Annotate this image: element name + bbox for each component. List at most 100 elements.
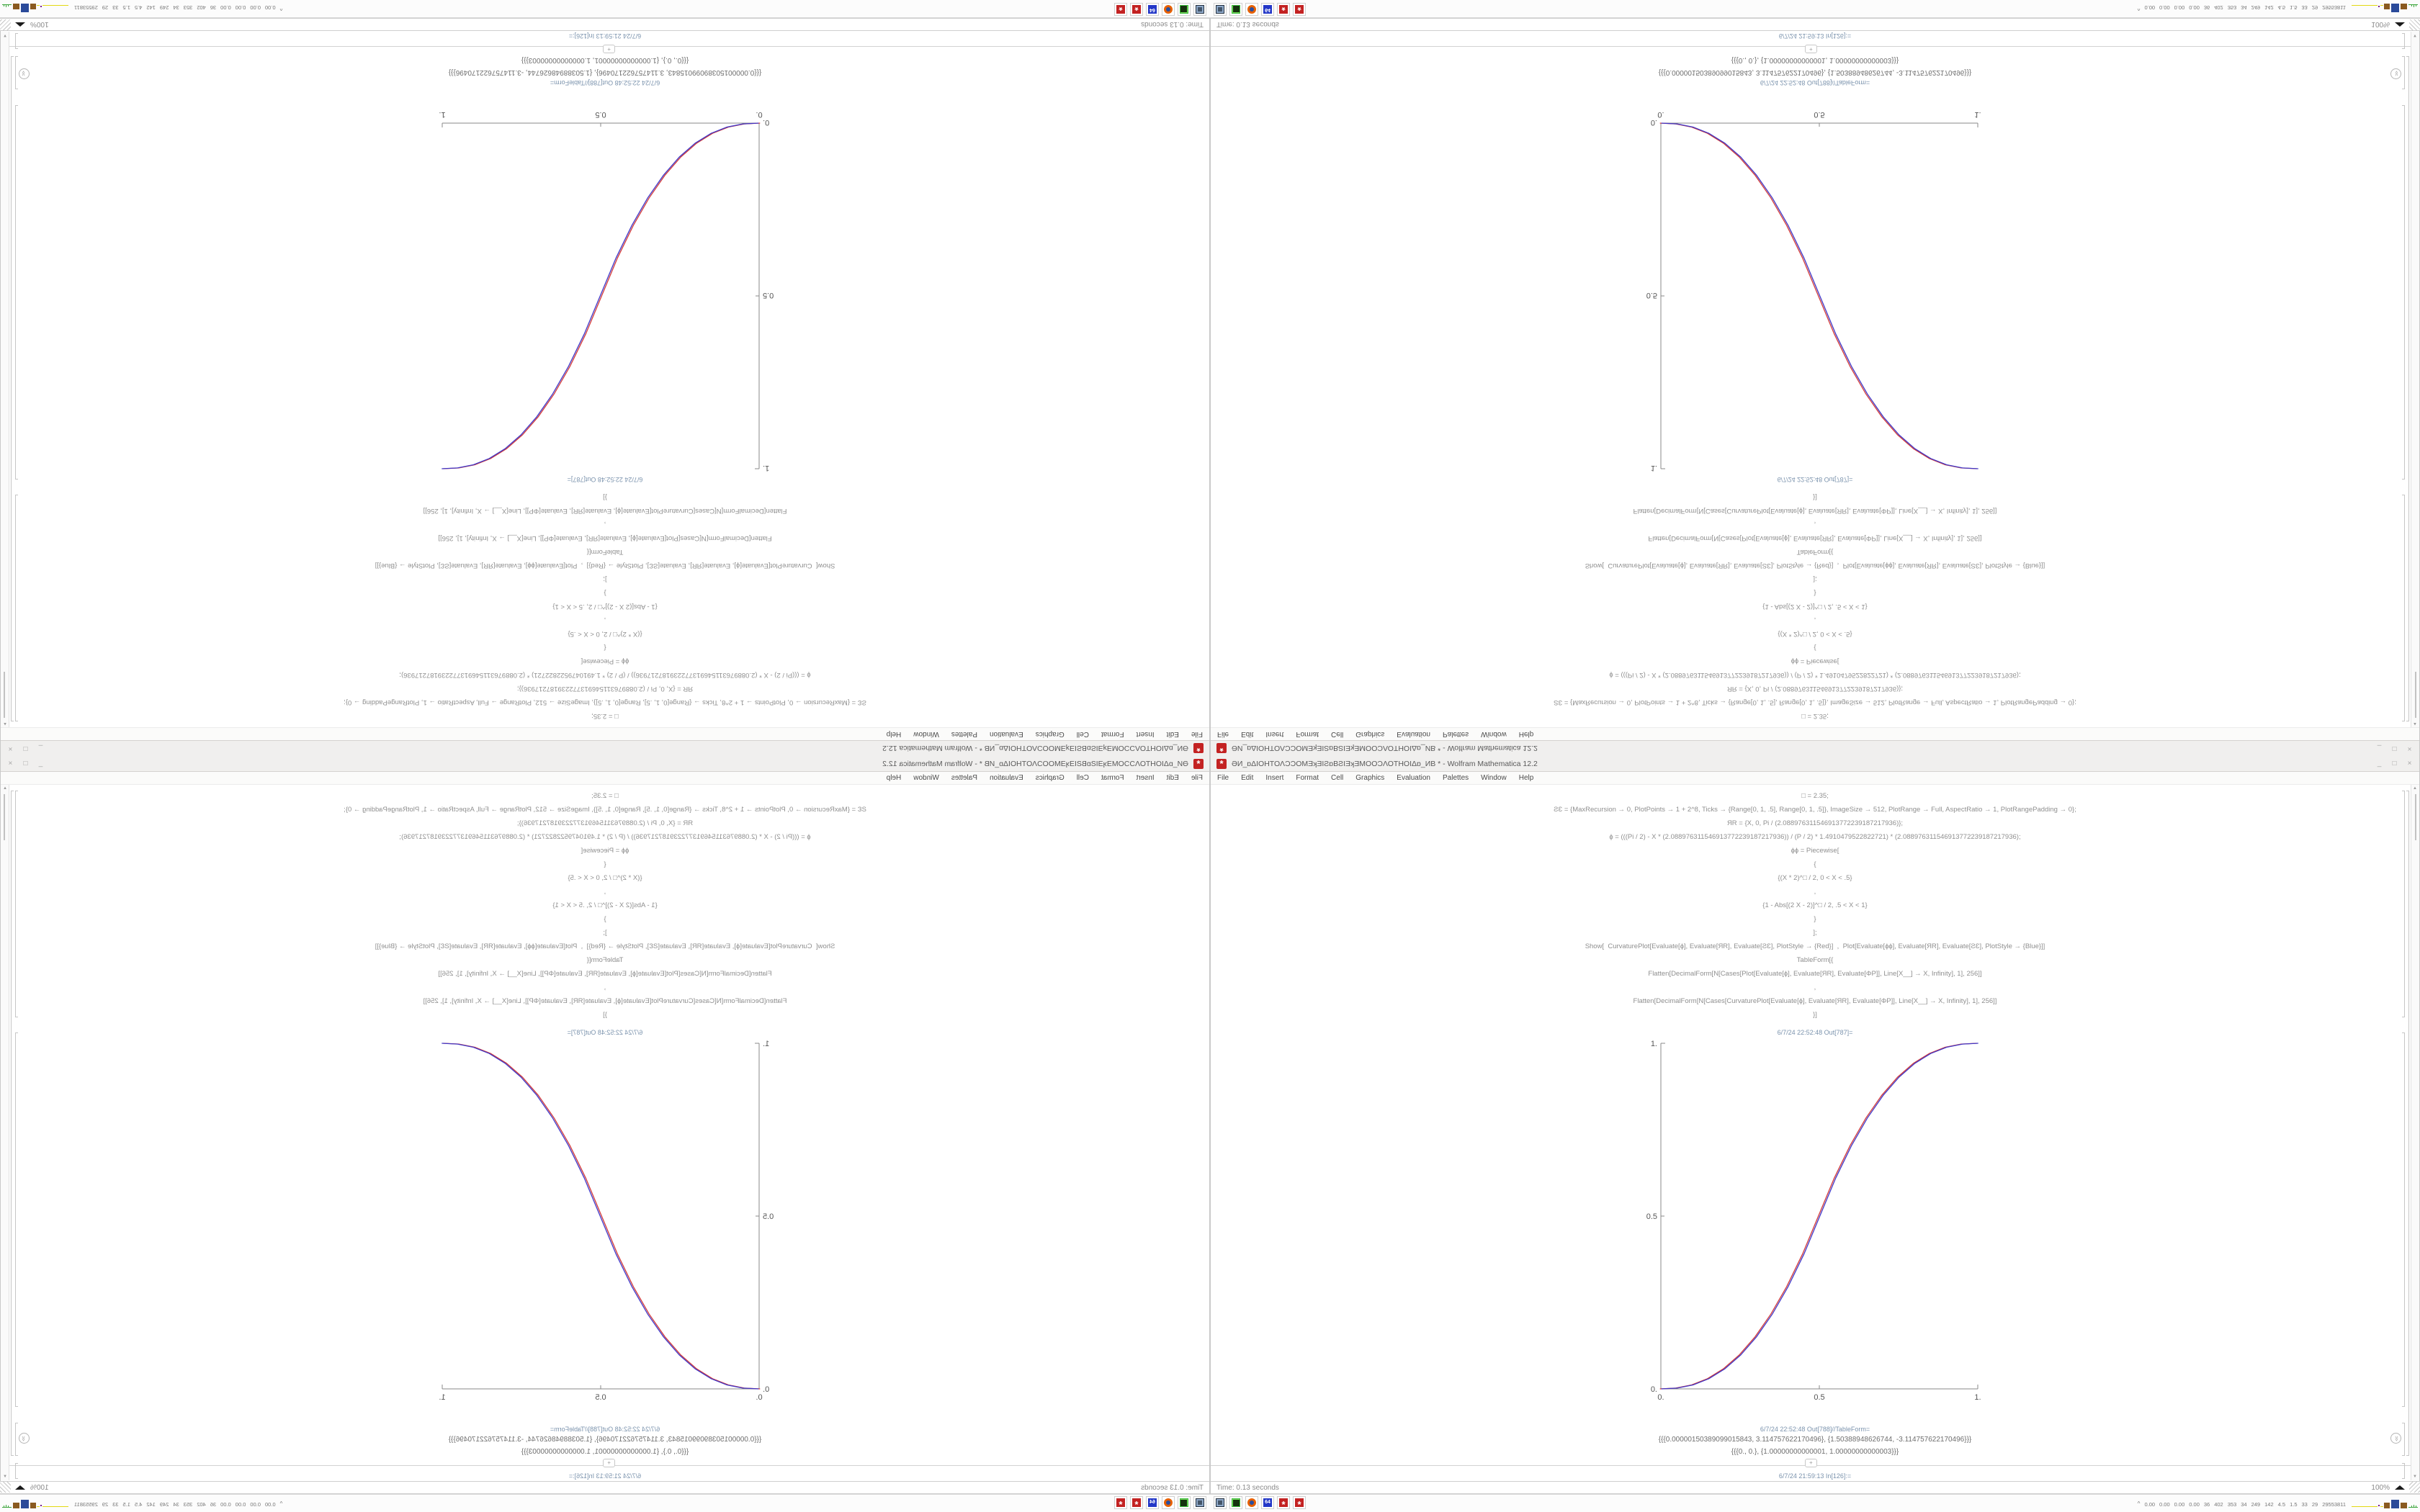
- scrollbar-thumb[interactable]: [4, 672, 5, 718]
- menu-3[interactable]: Format: [1101, 774, 1124, 782]
- cell-group-bracket[interactable]: [11, 791, 14, 1456]
- menu-5[interactable]: Graphics: [1035, 774, 1065, 782]
- mathematica-taskbar-button[interactable]: [1277, 3, 1290, 16]
- cell-group-bracket[interactable]: [11, 56, 14, 721]
- scrollbar-thumb[interactable]: [2415, 794, 2416, 840]
- insert-cell-plus-button[interactable]: +: [1805, 45, 1817, 53]
- cell-bracket-table[interactable]: [15, 56, 18, 89]
- in-126-cell-row[interactable]: 6/7/24 21:59:13 In[126]:=: [1211, 32, 2419, 46]
- menu-5[interactable]: Graphics: [1355, 774, 1385, 782]
- cell-insertion-bar[interactable]: +: [1, 45, 1209, 53]
- mathematica-taskbar-button[interactable]: [1130, 1496, 1143, 1509]
- vertical-scrollbar[interactable]: ▲ ▼: [2411, 785, 2419, 1480]
- scroll-up-icon[interactable]: ▲: [3, 786, 7, 791]
- cell-bracket-in[interactable]: [2402, 33, 2405, 49]
- cell-insertion-bar[interactable]: +: [1211, 1459, 2419, 1467]
- cell-bracket-plot[interactable]: [15, 1032, 18, 1407]
- cell-bracket-in[interactable]: [15, 1463, 18, 1479]
- notebook-content[interactable]: □ = 2.35; ƧƐ = {MaxRecursion → 0, PlotPoi…: [1, 785, 1209, 1480]
- in-126-cell-row[interactable]: 6/7/24 21:59:13 In[126]:=: [1, 32, 1209, 46]
- display-settings-taskbar-button[interactable]: [1214, 3, 1227, 16]
- window-titlebar[interactable]: ƏИ_ɒΔΙΟΗΤΟΛƆƆΟΜƎʞƎΙƧɒΒƧΙƎʞƎΜΟΟƆΛΟΤΗΟΙΔɒ_…: [1211, 756, 2419, 772]
- firefox-taskbar-button[interactable]: [1162, 1496, 1175, 1509]
- menu-6[interactable]: Evaluation: [990, 774, 1023, 782]
- cell-bracket-code[interactable]: [15, 791, 18, 1017]
- zoom-popup-triangle-icon[interactable]: [2395, 22, 2405, 27]
- menu-4[interactable]: Cell: [1076, 774, 1089, 782]
- zoom-popup-triangle-icon[interactable]: [2395, 1485, 2405, 1490]
- menu-0[interactable]: File: [1217, 774, 1229, 782]
- resize-grip-icon[interactable]: [2409, 1482, 2420, 1493]
- menu-6[interactable]: Evaluation: [990, 730, 1023, 738]
- close-button[interactable]: ×: [8, 759, 13, 768]
- mathematica-taskbar-button[interactable]: [1114, 3, 1127, 16]
- menu-0[interactable]: File: [1191, 730, 1203, 738]
- magnification-control[interactable]: 100%: [2371, 1482, 2405, 1493]
- window-titlebar[interactable]: ƏИ_ɒΔΙΟΗΤΟΛƆƆΟΜƎʞƎΙƧɒΒƧΙƎʞƎΜΟΟƆΛΟΤΗΟΙΔɒ_…: [1211, 740, 2419, 756]
- package-manager-taskbar-button[interactable]: [1229, 1496, 1242, 1509]
- cell-bracket-code[interactable]: [2402, 791, 2405, 1017]
- firefox-taskbar-button[interactable]: [1245, 3, 1258, 16]
- suggestions-chevron-icon[interactable]: >>: [2390, 1433, 2401, 1444]
- cell-group-bracket[interactable]: [2406, 791, 2409, 1456]
- scrollbar-thumb[interactable]: [2415, 672, 2416, 718]
- in-126-cell-row[interactable]: 6/7/24 21:59:13 In[126]:=: [1, 1466, 1209, 1480]
- mathematica-taskbar-button[interactable]: [1277, 1496, 1290, 1509]
- maximize-button[interactable]: □: [23, 759, 28, 768]
- scroll-down-icon[interactable]: ▼: [2413, 33, 2417, 37]
- package-manager-taskbar-button[interactable]: [1178, 3, 1191, 16]
- code-cell[interactable]: □ = 2.35; ƧƐ = {MaxRecursion → 0, PlotPoi…: [1211, 789, 2419, 1022]
- code-cell[interactable]: □ = 2.35; ƧƐ = {MaxRecursion → 0, PlotPoi…: [1, 490, 1209, 723]
- menu-2[interactable]: Insert: [1265, 774, 1284, 782]
- menu-8[interactable]: Window: [913, 774, 939, 782]
- notebook-content[interactable]: □ = 2.35; ƧƐ = {MaxRecursion → 0, PlotPoi…: [1211, 32, 2419, 727]
- window-titlebar[interactable]: ƏИ_ɒΔΙΟΗΤΟΛƆƆΟΜƎʞƎΙƧɒΒƧΙƎʞƎΜΟΟƆΛΟΤΗΟΙΔɒ_…: [1, 756, 1209, 772]
- close-button[interactable]: ×: [8, 744, 13, 753]
- menu-0[interactable]: File: [1191, 774, 1203, 782]
- minimize-button[interactable]: _: [38, 744, 43, 753]
- in-126-cell-row[interactable]: 6/7/24 21:59:13 In[126]:=: [1211, 1466, 2419, 1480]
- menu-3[interactable]: Format: [1296, 730, 1319, 738]
- insert-cell-plus-button[interactable]: +: [603, 45, 615, 53]
- display-settings-taskbar-button[interactable]: [1214, 1496, 1227, 1509]
- scroll-up-icon[interactable]: ▲: [2413, 721, 2417, 726]
- resize-grip-icon[interactable]: [0, 19, 11, 30]
- close-button[interactable]: ×: [2407, 759, 2412, 768]
- menu-9[interactable]: Help: [886, 730, 902, 738]
- cell-bracket-table[interactable]: [2402, 1423, 2405, 1456]
- menu-1[interactable]: Edit: [1166, 730, 1179, 738]
- floppy-disk-taskbar-button[interactable]: 64: [1146, 1496, 1159, 1509]
- scroll-down-icon[interactable]: ▼: [3, 1475, 7, 1479]
- cell-bracket-in[interactable]: [2402, 1463, 2405, 1479]
- menu-7[interactable]: Palettes: [1443, 774, 1469, 782]
- resize-grip-icon[interactable]: [0, 1482, 11, 1493]
- scroll-up-icon[interactable]: ▲: [2413, 786, 2417, 791]
- menu-2[interactable]: Insert: [1265, 730, 1284, 738]
- vertical-scrollbar[interactable]: ▲ ▼: [1, 785, 9, 1480]
- insert-cell-plus-button[interactable]: +: [1805, 1459, 1817, 1467]
- cell-bracket-in[interactable]: [15, 33, 18, 49]
- magnification-control[interactable]: 100%: [2371, 19, 2405, 30]
- package-manager-taskbar-button[interactable]: [1178, 1496, 1191, 1509]
- minimize-button[interactable]: _: [2377, 759, 2382, 768]
- zoom-popup-triangle-icon[interactable]: [15, 1485, 25, 1490]
- minimize-button[interactable]: _: [38, 759, 43, 768]
- floppy-disk-taskbar-button[interactable]: 64: [1261, 3, 1274, 16]
- scroll-up-icon[interactable]: ▲: [3, 721, 7, 726]
- display-settings-taskbar-button[interactable]: [1193, 1496, 1206, 1509]
- cell-bracket-plot[interactable]: [2402, 1032, 2405, 1407]
- firefox-taskbar-button[interactable]: [1162, 3, 1175, 16]
- window-titlebar[interactable]: ƏИ_ɒΔΙΟΗΤΟΛƆƆΟΜƎʞƎΙƧɒΒƧΙƎʞƎΜΟΟƆΛΟΤΗΟΙΔɒ_…: [1, 740, 1209, 756]
- menu-6[interactable]: Evaluation: [1397, 730, 1430, 738]
- menu-9[interactable]: Help: [1518, 730, 1534, 738]
- mathematica-taskbar-button[interactable]: [1293, 1496, 1306, 1509]
- cell-bracket-table[interactable]: [2402, 56, 2405, 89]
- vertical-scrollbar[interactable]: ▲ ▼: [2411, 32, 2419, 727]
- menu-8[interactable]: Window: [1481, 730, 1507, 738]
- menu-7[interactable]: Palettes: [951, 730, 977, 738]
- scroll-down-icon[interactable]: ▼: [3, 33, 7, 37]
- cell-bracket-code[interactable]: [15, 495, 18, 721]
- menu-1[interactable]: Edit: [1241, 730, 1254, 738]
- magnification-control[interactable]: 100%: [15, 19, 49, 30]
- maximize-button[interactable]: □: [2392, 759, 2397, 768]
